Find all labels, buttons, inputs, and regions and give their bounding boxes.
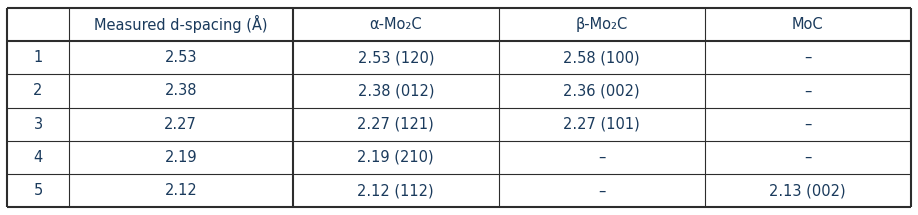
Text: 2.53: 2.53 <box>164 50 197 65</box>
Text: 2.19: 2.19 <box>164 150 197 165</box>
Text: 5: 5 <box>33 183 42 198</box>
Text: 2: 2 <box>33 83 43 98</box>
Text: 2.19 (210): 2.19 (210) <box>357 150 434 165</box>
Text: –: – <box>804 83 812 98</box>
Text: 3: 3 <box>33 117 42 132</box>
Text: β-Mo₂C: β-Mo₂C <box>576 17 628 32</box>
Text: MoC: MoC <box>792 17 823 32</box>
Text: –: – <box>804 50 812 65</box>
Text: 4: 4 <box>33 150 42 165</box>
Text: 2.58 (100): 2.58 (100) <box>564 50 640 65</box>
Text: –: – <box>804 117 812 132</box>
Text: 2.12 (112): 2.12 (112) <box>357 183 434 198</box>
Text: 2.38 (012): 2.38 (012) <box>357 83 434 98</box>
Text: 2.36 (002): 2.36 (002) <box>564 83 640 98</box>
Text: 2.27 (101): 2.27 (101) <box>564 117 640 132</box>
Text: 2.27: 2.27 <box>164 117 197 132</box>
Text: 2.27 (121): 2.27 (121) <box>357 117 434 132</box>
Text: –: – <box>598 183 605 198</box>
Text: –: – <box>804 150 812 165</box>
Text: 2.53 (120): 2.53 (120) <box>357 50 434 65</box>
Text: 2.38: 2.38 <box>164 83 197 98</box>
Text: 2.12: 2.12 <box>164 183 197 198</box>
Text: α-Mo₂C: α-Mo₂C <box>369 17 422 32</box>
Text: 1: 1 <box>33 50 42 65</box>
Text: –: – <box>598 150 605 165</box>
Text: Measured d-spacing (Å): Measured d-spacing (Å) <box>94 15 267 33</box>
Text: 2.13 (002): 2.13 (002) <box>769 183 846 198</box>
